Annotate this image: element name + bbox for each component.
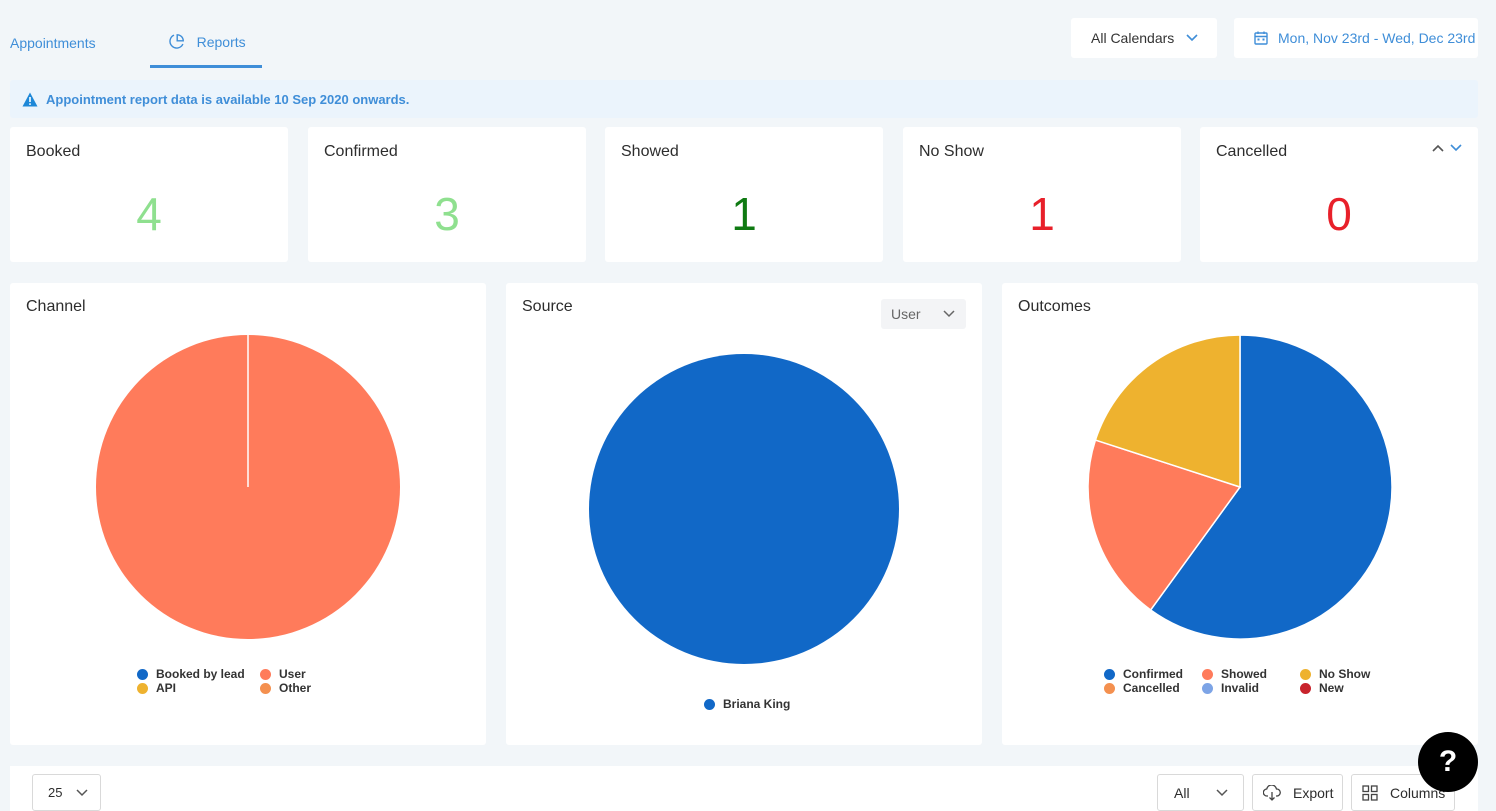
chevron-down-icon [1216,788,1228,796]
tab-appointments[interactable]: Appointments [10,18,150,68]
legend-item-briana-king[interactable]: Briana King [704,697,790,711]
stat-value: 3 [434,188,460,240]
legend-label: User [279,667,306,681]
stat-label: Confirmed [324,143,398,160]
legend-dot [1300,668,1311,680]
stat-card-no-show: No Show 1 [903,127,1181,262]
panel-title: Source [522,298,573,315]
source-group-select[interactable]: User [881,299,966,329]
legend-label: Showed [1221,667,1268,681]
tab-reports-label: Reports [196,33,246,50]
pie-slice-no-show[interactable] [1094,334,1241,489]
legend-label: New [1319,681,1344,695]
legend-dot [1202,668,1213,680]
stat-value: 0 [1326,188,1352,240]
stat-label: Cancelled [1216,143,1288,160]
legend-item-no-show[interactable]: No Show [1300,667,1370,681]
page-size-select[interactable]: 25 [32,774,101,811]
chevron-down-icon [1186,34,1198,42]
calendar-select[interactable]: All Calendars [1071,18,1217,58]
chevron-down-icon [76,788,88,796]
legend-item-invalid[interactable]: Invalid [1202,681,1259,695]
legend-item-booked-by-lead[interactable]: Booked by lead [137,667,245,681]
table-toolbar: 25 All Export Columns [10,766,1478,811]
tab-reports[interactable]: Reports [149,18,262,68]
pie-slice-confirmed[interactable] [1149,334,1393,640]
filter-select[interactable]: All [1157,774,1244,811]
legend-dot [1104,668,1115,680]
chevron-up-icon[interactable] [1432,144,1444,152]
help-icon: ? [1438,745,1458,778]
stat-card-confirmed: Confirmed 3 [308,127,586,262]
filter-value: All [1174,784,1190,801]
channel-panel: Channel Booked by lead User API Other [10,283,486,745]
stat-value: 1 [731,188,757,240]
columns-label: Columns [1390,784,1446,801]
legend-dot [260,668,271,680]
stat-scroll-arrows [1432,144,1462,152]
legend-dot [260,682,271,694]
outcomes-pie-chart [1087,334,1393,640]
pie-chart-icon [168,34,184,49]
legend-item-new[interactable]: New [1300,681,1344,695]
legend-dot [1202,682,1213,694]
stat-value: 1 [1029,188,1055,240]
date-range-picker[interactable]: Mon, Nov 23rd - Wed, Dec 23rd [1234,18,1478,58]
legend-label: API [156,681,177,695]
source-panel: Source User Briana King [506,283,982,745]
calendar-icon [1254,31,1268,45]
columns-icon [1362,784,1378,801]
source-group-label: User [891,306,921,322]
export-label: Export [1293,784,1334,801]
source-pie-chart [589,354,899,664]
panel-title: Outcomes [1018,298,1091,315]
stat-label: Showed [621,143,679,160]
legend-dot [1104,682,1115,694]
date-range-label: Mon, Nov 23rd - Wed, Dec 23rd [1278,30,1476,46]
tab-appointments-label: Appointments [10,35,96,51]
stat-card-showed: Showed 1 [605,127,883,262]
calendar-select-label: All Calendars [1091,30,1175,46]
legend-label: Confirmed [1123,667,1183,681]
pie-slice-showed[interactable] [1087,439,1242,612]
stat-card-booked: Booked 4 [10,127,288,262]
stat-label: Booked [26,143,81,160]
data-availability-notice: Appointment report data is available 10 … [10,80,1478,118]
legend-label: Other [279,681,312,695]
stat-value: 4 [136,188,162,240]
legend-dot [1300,682,1311,694]
help-button[interactable]: ? [1418,732,1478,792]
legend-dot [704,698,715,710]
notice-text: Appointment report data is available 10 … [46,91,410,107]
stat-label: No Show [919,143,984,160]
page-size-value: 25 [48,785,63,800]
legend-item-confirmed[interactable]: Confirmed [1104,667,1183,681]
legend-label: Invalid [1221,681,1260,695]
legend-item-cancelled[interactable]: Cancelled [1104,681,1180,695]
legend-item-other[interactable]: Other [260,681,311,695]
report-tabs: Appointments Reports [10,18,262,68]
pie-slice-briana-king[interactable] [589,354,899,664]
legend-label: Booked by lead [156,667,245,681]
legend-label: Cancelled [1123,681,1180,695]
legend-item-showed[interactable]: Showed [1202,667,1267,681]
legend-dot [137,682,148,694]
outcomes-panel: Outcomes Confirmed Showed No Show Cancelled… [1002,283,1478,745]
panel-title: Channel [26,298,86,315]
legend-dot [137,668,148,680]
legend-item-api[interactable]: API [137,681,176,695]
legend-label: No Show [1319,667,1371,681]
chevron-down-icon [943,310,955,318]
export-button[interactable]: Export [1252,774,1343,811]
legend-item-user[interactable]: User [260,667,306,681]
legend-label: Briana King [723,697,791,711]
channel-pie-chart [96,335,400,639]
stat-card-cancelled: Cancelled 0 [1200,127,1478,262]
warning-icon [22,92,38,106]
cloud-download-icon [1263,784,1281,801]
chevron-down-icon[interactable] [1450,144,1462,152]
